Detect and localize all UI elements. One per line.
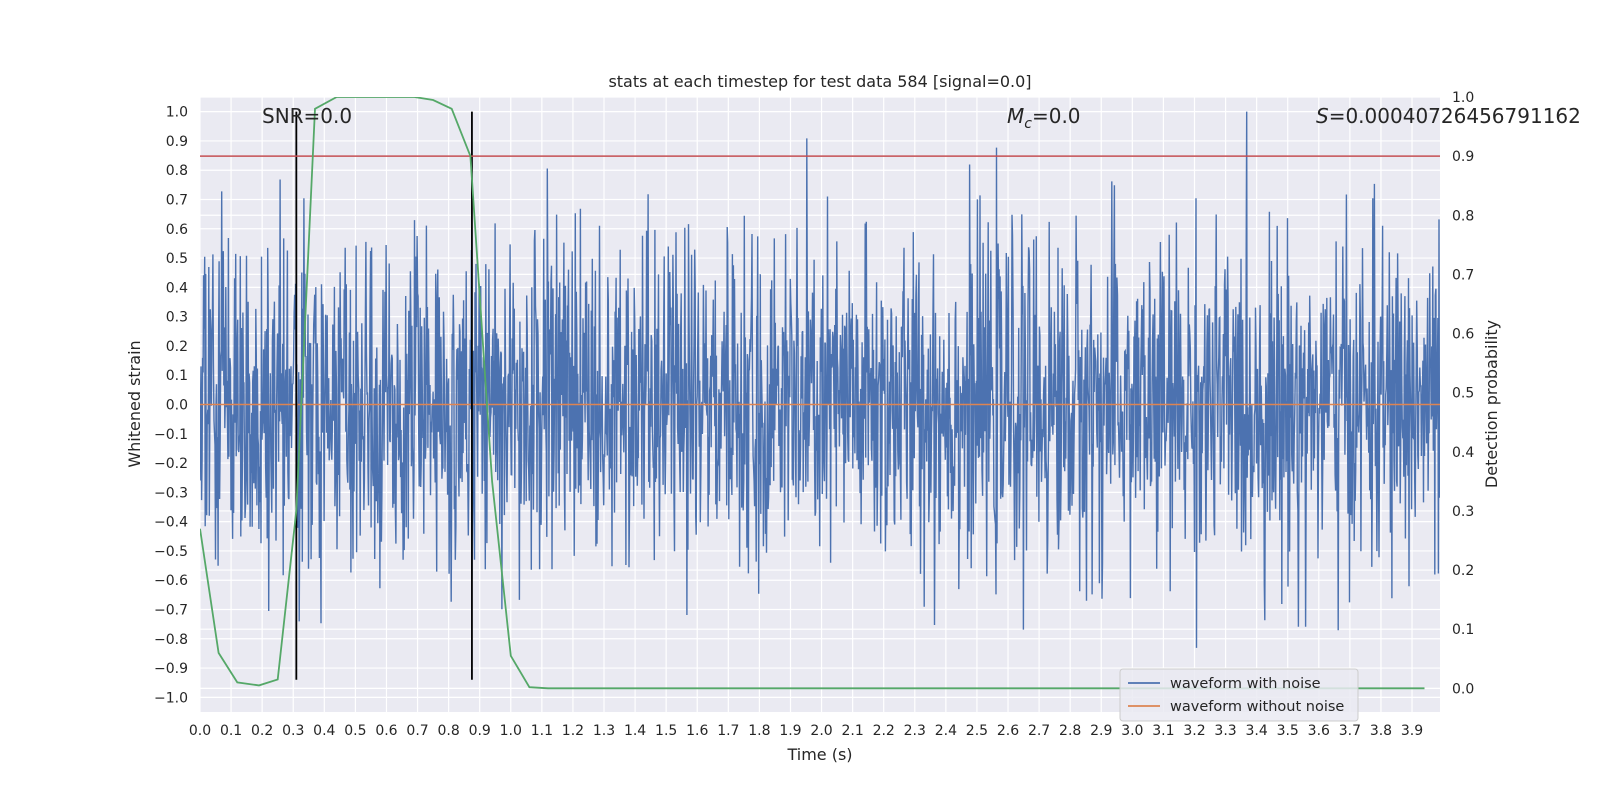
s-value: =0.00040726456791162: [1329, 104, 1581, 128]
y-tick-label: 1.0: [166, 105, 188, 121]
y-tick-label: −0.5: [154, 544, 188, 560]
x-tick-label: 1.2: [562, 723, 584, 739]
legend-box: [1119, 668, 1359, 722]
mc-annotation: Mc=0.0: [1007, 104, 1081, 132]
s-annotation: S=0.00040726456791162: [1316, 104, 1581, 128]
y-tick-label: 0.3: [166, 310, 188, 326]
y2-tick-label: 0.7: [1452, 267, 1474, 283]
x-tick-label: 0.4: [313, 723, 335, 739]
x-tick-label: 2.0: [810, 723, 832, 739]
y2-tick-label: 0.3: [1452, 504, 1474, 520]
x-tick-label: 1.5: [655, 723, 677, 739]
x-tick-label: 1.1: [531, 723, 553, 739]
y-tick-label: −0.1: [154, 427, 188, 443]
data-layer: [200, 111, 1440, 680]
x-tick-label: 2.1: [841, 723, 863, 739]
y-tick-label: −0.4: [154, 515, 188, 531]
x-tick-label: 1.0: [500, 723, 522, 739]
x-tick-label: 0.2: [251, 723, 273, 739]
x-tick-label: 0.7: [406, 723, 428, 739]
x-tick-label: 2.4: [935, 723, 957, 739]
x-tick-label: 2.3: [904, 723, 926, 739]
x-tick-label: 1.9: [779, 723, 801, 739]
x-tick-label: 3.0: [1121, 723, 1143, 739]
x-tick-labels: 0.0 0.1 0.2 0.3 0.4 0.5 0.6 0.7 0.8 0.9 1.0 1.1 1.2 1…: [189, 723, 1423, 739]
mc-value: =0.0: [1032, 104, 1081, 128]
y2-axis-label: Detection probability: [1482, 320, 1501, 488]
y-tick-labels: 1.0 0.9 0.8 0.7 0.6 0.5 0.4 0.3 0.2 0.1 0.0 −0.1 −0.…: [154, 105, 188, 707]
x-tick-label: 2.6: [997, 723, 1019, 739]
y2-tick-label: 0.1: [1452, 622, 1474, 638]
y2-tick-label: 0.9: [1452, 149, 1474, 165]
y-tick-label: 0.5: [166, 251, 188, 267]
y2-tick-label: 0.2: [1452, 563, 1474, 579]
y-tick-label: 0.2: [166, 339, 188, 355]
chart-title: stats at each timestep for test data 584…: [608, 72, 1031, 91]
legend: waveform with noise waveform without noi…: [1119, 668, 1359, 722]
mc-symbol: M: [1007, 104, 1024, 128]
y-tick-label: −0.9: [154, 661, 188, 677]
x-tick-label: 2.2: [873, 723, 895, 739]
y-tick-label: −0.8: [154, 632, 188, 648]
x-tick-label: 0.9: [469, 723, 491, 739]
y-tick-label: 0.0: [166, 398, 188, 414]
y-tick-label: 0.6: [166, 222, 188, 238]
x-tick-label: 2.7: [1028, 723, 1050, 739]
legend-label-with-noise: waveform with noise: [1170, 676, 1321, 692]
x-tick-label: 3.6: [1308, 723, 1330, 739]
mc-subscript: c: [1024, 116, 1032, 132]
x-tick-label: 0.5: [344, 723, 366, 739]
x-tick-label: 3.2: [1183, 723, 1205, 739]
y-tick-label: 0.9: [166, 134, 188, 150]
x-tick-label: 1.6: [686, 723, 708, 739]
y-tick-label: −0.7: [154, 603, 188, 619]
x-tick-label: 3.4: [1246, 723, 1268, 739]
x-tick-label: 3.9: [1401, 723, 1423, 739]
series-waveform-with-noise: [200, 111, 1440, 648]
y2-tick-label: 1.0: [1452, 90, 1474, 106]
x-axis-label: Time (s): [786, 745, 852, 764]
s-symbol: S: [1316, 104, 1329, 128]
x-tick-label: 3.1: [1152, 723, 1174, 739]
x-tick-label: 2.9: [1090, 723, 1112, 739]
y-tick-label: −0.2: [154, 456, 188, 472]
y-tick-label: 0.8: [166, 163, 188, 179]
x-tick-label: 0.8: [437, 723, 459, 739]
x-tick-label: 1.8: [748, 723, 770, 739]
y2-tick-label: 0.5: [1452, 386, 1474, 402]
legend-label-without-noise: waveform without noise: [1170, 699, 1344, 715]
x-tick-label: 3.3: [1214, 723, 1236, 739]
y-tick-label: 0.7: [166, 193, 188, 209]
y-tick-label: 0.1: [166, 368, 188, 384]
x-tick-label: 1.4: [624, 723, 646, 739]
x-tick-label: 1.7: [717, 723, 739, 739]
x-tick-label: 0.6: [375, 723, 397, 739]
snr-annotation: SNR=0.0: [262, 104, 352, 128]
y-tick-label: −0.3: [154, 485, 188, 501]
y2-tick-label: 0.8: [1452, 208, 1474, 224]
y2-tick-labels: 0.0 0.1 0.2 0.3 0.4 0.5 0.6 0.7 0.8 0.9 1.0: [1452, 90, 1474, 697]
y-tick-label: −1.0: [154, 690, 188, 706]
y2-tick-label: 0.4: [1452, 445, 1474, 461]
x-tick-label: 3.5: [1277, 723, 1299, 739]
x-tick-label: 3.7: [1339, 723, 1361, 739]
x-tick-label: 3.8: [1370, 723, 1392, 739]
x-tick-label: 0.0: [189, 723, 211, 739]
x-tick-label: 0.3: [282, 723, 304, 739]
y2-tick-label: 0.6: [1452, 327, 1474, 343]
x-tick-label: 2.8: [1059, 723, 1081, 739]
y-tick-label: −0.6: [154, 573, 188, 589]
x-tick-label: 1.3: [593, 723, 615, 739]
y2-tick-label: 0.0: [1452, 681, 1474, 697]
y-tick-label: 0.4: [166, 280, 188, 296]
x-tick-label: 2.5: [966, 723, 988, 739]
x-tick-label: 0.1: [220, 723, 242, 739]
y-axis-label: Whitened strain: [125, 340, 144, 467]
